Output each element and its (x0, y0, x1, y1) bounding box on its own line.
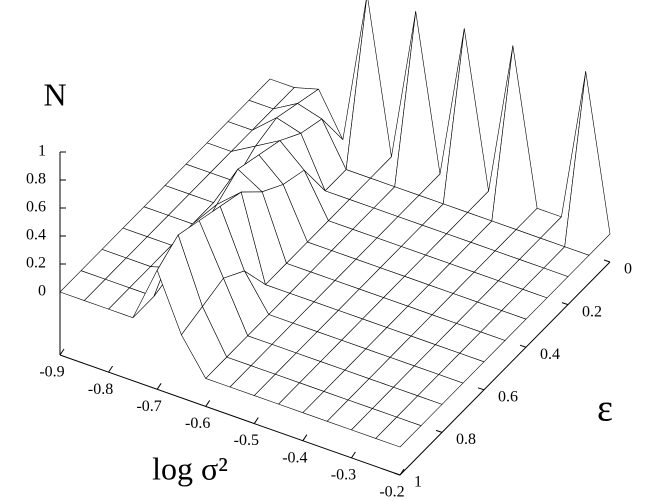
z-tick-label: 0.4 (26, 227, 46, 244)
y-tick (603, 259, 611, 263)
x-tick (156, 383, 162, 390)
z-tick-label: 1 (38, 143, 46, 160)
y-tick-label: 0.6 (498, 388, 518, 405)
x-tick (108, 365, 113, 373)
y-axis-label: ε (597, 388, 613, 430)
z-tick-label: 0.8 (26, 171, 46, 188)
z-tick-label: 0.2 (26, 255, 46, 272)
y-tick (393, 472, 401, 476)
z-tick-label: 0 (38, 283, 46, 300)
y-axis (399, 261, 611, 476)
y-tick-label: 0 (624, 261, 632, 278)
x-tick-label: -0.7 (136, 398, 161, 415)
y-tick-label: 1 (414, 474, 422, 491)
x-tick (253, 417, 259, 424)
x-tick-label: -0.2 (379, 484, 404, 501)
y-tick-label: 0.2 (582, 303, 602, 320)
y-tick-label: 0.4 (540, 346, 560, 363)
x-tick-label: -0.6 (185, 415, 210, 432)
x-tick-label: -0.3 (331, 467, 356, 484)
x-tick (399, 468, 405, 476)
x-tick (59, 348, 65, 356)
z-axis-label: N (43, 76, 66, 112)
x-tick-label: -0.9 (39, 364, 64, 381)
x-axis (59, 354, 401, 476)
x-tick (351, 451, 356, 459)
y-tick (561, 302, 569, 306)
y-tick (519, 344, 527, 348)
x-tick-label: -0.8 (88, 381, 113, 398)
y-tick (435, 429, 443, 433)
x-tick-label: -0.4 (282, 449, 307, 466)
y-tick-label: 0.8 (456, 431, 476, 448)
y-tick (477, 387, 485, 391)
x-tick-label: -0.5 (234, 432, 259, 449)
x-tick (205, 400, 211, 407)
z-tick-label: 0.6 (26, 199, 46, 216)
surface-patch (375, 416, 422, 448)
x-tick (302, 434, 308, 441)
x-axis-label: log σ² (152, 450, 228, 486)
